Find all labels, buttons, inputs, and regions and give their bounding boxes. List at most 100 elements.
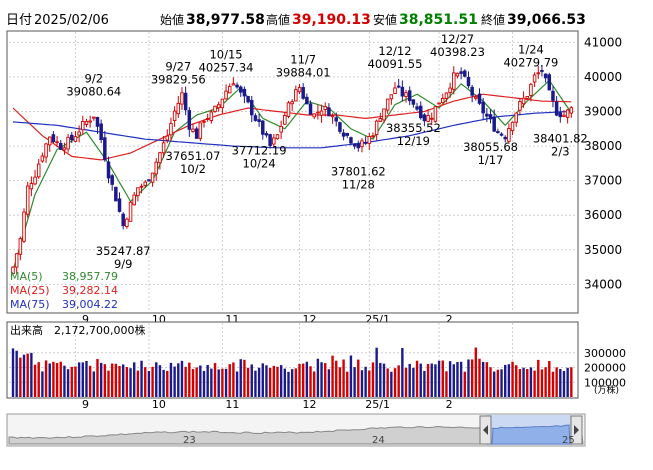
volume-bar bbox=[481, 361, 485, 397]
annotation-date: 9/2 bbox=[85, 72, 104, 86]
volume-bar bbox=[48, 363, 51, 397]
candle-body bbox=[525, 96, 529, 99]
candle-body bbox=[319, 110, 324, 116]
volume-bar bbox=[386, 368, 389, 397]
volume-bar bbox=[96, 359, 99, 397]
volume-bar bbox=[459, 361, 463, 397]
candle-body bbox=[536, 72, 541, 75]
volume-bar bbox=[342, 359, 345, 397]
candle-body bbox=[227, 85, 232, 94]
volume-bar bbox=[246, 367, 250, 397]
x-tick-label: 11 bbox=[225, 398, 239, 411]
candle-body bbox=[187, 110, 192, 130]
candle-body bbox=[95, 116, 100, 127]
annotation-value: 39829.56 bbox=[151, 73, 206, 87]
navigator-left-handle[interactable] bbox=[479, 415, 492, 445]
candle-body bbox=[356, 143, 361, 149]
date-label: 日付 bbox=[6, 13, 32, 28]
candle-body bbox=[11, 266, 15, 275]
volume-bar bbox=[529, 367, 533, 397]
x-tick-label: 9 bbox=[82, 313, 89, 326]
volume-y-tick: 200000 bbox=[584, 362, 626, 375]
candle-body bbox=[547, 74, 552, 91]
x-tick-label: 12 bbox=[303, 398, 317, 411]
volume-bar bbox=[276, 366, 279, 397]
candle-body bbox=[84, 120, 89, 125]
volume-bar bbox=[188, 362, 191, 397]
candle-body bbox=[562, 114, 566, 117]
volume-bar bbox=[279, 365, 283, 397]
candle-body bbox=[540, 70, 544, 72]
candle-body bbox=[235, 84, 239, 88]
volume-bar bbox=[309, 366, 312, 397]
volume-bar bbox=[548, 360, 551, 397]
volume-bar bbox=[526, 369, 529, 397]
candle-body bbox=[268, 134, 272, 147]
volume-bar bbox=[55, 363, 59, 397]
range-navigator[interactable]: 23 24 25 bbox=[6, 413, 586, 447]
candle-body bbox=[393, 87, 397, 94]
annotation-date: 12/27 bbox=[441, 32, 474, 46]
candle-body bbox=[257, 119, 261, 123]
candle-body bbox=[125, 218, 129, 227]
annotation-date: 9/27 bbox=[165, 60, 191, 74]
candle-body bbox=[488, 114, 493, 120]
candle-body bbox=[261, 120, 265, 135]
volume-bar bbox=[158, 365, 162, 397]
volume-bar bbox=[191, 369, 195, 397]
candle-body bbox=[363, 141, 368, 144]
volume-bar bbox=[452, 364, 455, 397]
volume-bar bbox=[239, 359, 242, 397]
volume-bar bbox=[349, 355, 353, 397]
candle-body bbox=[14, 253, 19, 268]
volume-bar bbox=[173, 366, 176, 397]
volume-bar bbox=[59, 361, 62, 397]
candle-body bbox=[176, 102, 181, 115]
candle-body bbox=[463, 70, 467, 77]
volume-bar bbox=[180, 360, 184, 397]
candle-body bbox=[327, 107, 331, 117]
candle-body bbox=[507, 128, 511, 142]
navigator-label-24: 24 bbox=[372, 435, 385, 446]
volume-bar bbox=[492, 371, 496, 397]
volume-bar bbox=[470, 359, 474, 397]
candle-body bbox=[62, 147, 67, 151]
volume-bar bbox=[540, 369, 544, 397]
volume-bar bbox=[393, 368, 397, 397]
volume-bar bbox=[99, 362, 103, 397]
candle-body bbox=[308, 103, 313, 115]
candle-body bbox=[92, 116, 96, 119]
candle-body bbox=[106, 161, 111, 179]
candle-body bbox=[66, 136, 70, 150]
volume-bar bbox=[338, 367, 342, 397]
volume-bar bbox=[195, 367, 198, 397]
volume-bar bbox=[155, 362, 158, 397]
candle-body bbox=[551, 90, 555, 101]
annotation-value: 38401.82 bbox=[533, 132, 588, 146]
volume-bar bbox=[63, 365, 66, 397]
volume-bar bbox=[551, 371, 555, 397]
ma5-label: MA(5) bbox=[10, 270, 43, 283]
annotation-value: 39884.01 bbox=[276, 66, 331, 80]
candle-body bbox=[132, 194, 136, 206]
candle-body bbox=[444, 92, 449, 100]
candle-body bbox=[246, 96, 250, 103]
x-tick-label: 25/1 bbox=[365, 398, 390, 411]
volume-bar bbox=[121, 364, 125, 397]
volume-bar bbox=[33, 364, 37, 397]
x-tick-label: 9 bbox=[82, 398, 89, 411]
volume-y-tick: 300000 bbox=[584, 347, 626, 360]
volume-bar bbox=[118, 365, 121, 397]
candle-body bbox=[110, 175, 114, 185]
candle-body bbox=[272, 137, 276, 145]
volume-bar bbox=[368, 370, 371, 397]
candle-body bbox=[213, 105, 217, 113]
candle-body bbox=[216, 104, 221, 109]
candle-body bbox=[404, 92, 408, 97]
volume-bar bbox=[107, 370, 110, 397]
navigator-right-handle[interactable] bbox=[570, 415, 583, 445]
candle-body bbox=[529, 83, 533, 96]
candle-body bbox=[47, 136, 52, 146]
volume-bar bbox=[401, 347, 404, 397]
volume-bar bbox=[397, 365, 400, 397]
